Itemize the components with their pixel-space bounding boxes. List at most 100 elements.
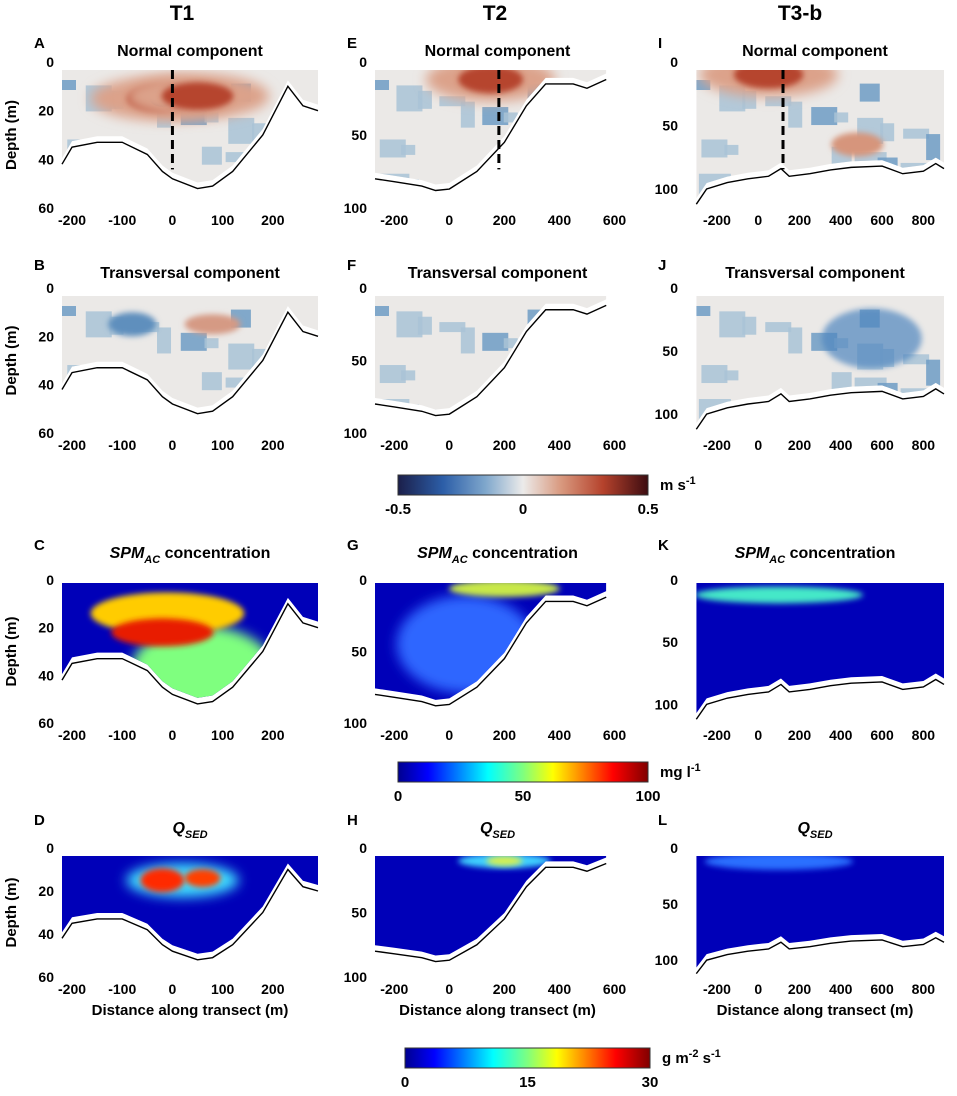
y-tick-label: 20 <box>38 328 54 344</box>
y-tick-label: 60 <box>38 715 54 731</box>
colorbar-tick-label: 15 <box>519 1074 536 1091</box>
y-tick-label: 100 <box>344 425 368 441</box>
y-tick-label: 50 <box>351 127 367 143</box>
x-tick-label: 0 <box>754 727 762 743</box>
speckle-patch <box>398 179 419 185</box>
x-tick-label: -200 <box>380 437 408 453</box>
qsed-max <box>486 856 523 866</box>
x-axis-label: Distance along transect (m) <box>399 1002 596 1019</box>
y-tick-label: 0 <box>46 572 54 588</box>
y-tick-label: 20 <box>38 883 54 899</box>
speckle-patch <box>275 354 302 365</box>
y-tick-label: 60 <box>38 425 54 441</box>
colorbar-unit: m s-1 <box>660 475 696 494</box>
speckle-patch <box>228 343 255 370</box>
x-tick-label: -200 <box>703 727 731 743</box>
qsed-max <box>184 869 221 888</box>
panel-h: -200 0 200 400 600 0 50 100 H QSED Distance along … <box>344 812 627 1019</box>
velocity-core <box>831 132 884 157</box>
x-tick-label: -100 <box>108 212 136 228</box>
speckle-patch <box>249 157 270 183</box>
bathymetry-line <box>374 596 607 707</box>
speckle-patch <box>88 179 109 183</box>
panel-j: -200 0 200 400 600 800 0 50 100 J Transversal comp… <box>655 257 945 453</box>
x-tick-label: -100 <box>108 437 136 453</box>
speckle-patch <box>522 152 555 163</box>
y-tick-label: 60 <box>38 200 54 216</box>
x-tick-label: 100 <box>211 981 235 997</box>
x-tick-label: -100 <box>108 727 136 743</box>
x-tick-label: 200 <box>493 727 517 743</box>
speckle-patch <box>701 139 728 158</box>
y-axis-label: Depth (m) <box>3 617 20 687</box>
x-tick-label: 600 <box>870 981 894 997</box>
speckle-patch <box>546 123 561 142</box>
speckle-patch <box>834 112 849 123</box>
speckle-patch <box>788 327 803 354</box>
speckle-patch <box>544 157 565 184</box>
x-tick-label: -200 <box>380 212 408 228</box>
y-tick-label: 40 <box>38 151 54 167</box>
speckle-patch <box>724 370 739 381</box>
spm-max <box>111 618 214 647</box>
speckle-patch <box>788 101 803 128</box>
x-tick-label: 600 <box>603 212 627 228</box>
speckle-patch <box>854 377 887 388</box>
speckle-patch <box>296 393 317 404</box>
x-tick-label: 200 <box>493 212 517 228</box>
speckle-patch <box>482 107 509 126</box>
panel-letter: H <box>347 812 358 829</box>
y-tick-label: 50 <box>662 117 678 133</box>
speckle-patch <box>398 404 419 410</box>
y-tick-label: 50 <box>351 353 367 369</box>
speckle-patch <box>544 382 565 409</box>
transversal-negative-core <box>821 308 922 369</box>
speckle-patch <box>112 410 144 420</box>
speckle-patch <box>503 112 518 123</box>
x-tick-label: -200 <box>58 212 86 228</box>
speckle-patch <box>696 306 711 316</box>
y-tick-label: 50 <box>662 343 678 359</box>
panel-a: -200 -100 0 100 200 0 20 40 60 A Normal component D… <box>3 35 319 228</box>
speckle-patch <box>790 420 823 424</box>
panel-title: QSED <box>797 820 832 841</box>
colorbar-tick-label: 100 <box>635 788 660 805</box>
speckle-patch <box>831 372 852 391</box>
x-tick-label: 400 <box>829 437 853 453</box>
panel-letter: G <box>347 537 359 554</box>
speckle-patch <box>377 173 410 185</box>
y-tick-label: 0 <box>46 840 54 856</box>
speckle-patch <box>91 370 106 381</box>
spm-lower-plume <box>396 595 536 694</box>
y-tick-label: 100 <box>655 406 679 422</box>
y-tick-label: 100 <box>655 181 679 197</box>
speckle-patch <box>903 128 930 139</box>
speckle-patch <box>485 426 505 436</box>
speckle-patch <box>522 377 555 388</box>
colorbar-unit: mg l-1 <box>660 762 701 781</box>
panel-title: QSED <box>480 820 515 841</box>
panel-letter: K <box>658 537 669 554</box>
speckle-patch <box>460 101 475 128</box>
speckle-patch <box>64 399 97 408</box>
speckle-patch <box>160 420 192 438</box>
speckle-patch <box>701 365 728 384</box>
speckle-patch <box>790 195 823 199</box>
bathymetry-line <box>374 78 607 192</box>
y-tick-label: 20 <box>38 103 54 119</box>
y-tick-label: 0 <box>359 54 367 70</box>
bathymetry-line <box>374 862 607 963</box>
speckle-patch <box>88 404 109 408</box>
speckle-patch <box>565 388 598 407</box>
y-axis-label: Depth (m) <box>3 100 20 170</box>
x-tick-label: 0 <box>169 981 177 997</box>
speckle-patch <box>460 327 475 354</box>
speckle-patch <box>183 426 203 436</box>
speckle-patch <box>401 370 416 381</box>
speckle-patch <box>525 117 552 144</box>
x-tick-label: 0 <box>445 981 453 997</box>
y-tick-label: 100 <box>655 952 679 968</box>
panel-title: SPMAC concentration <box>417 545 578 566</box>
x-tick-label: -200 <box>703 212 731 228</box>
x-tick-label: 600 <box>603 437 627 453</box>
